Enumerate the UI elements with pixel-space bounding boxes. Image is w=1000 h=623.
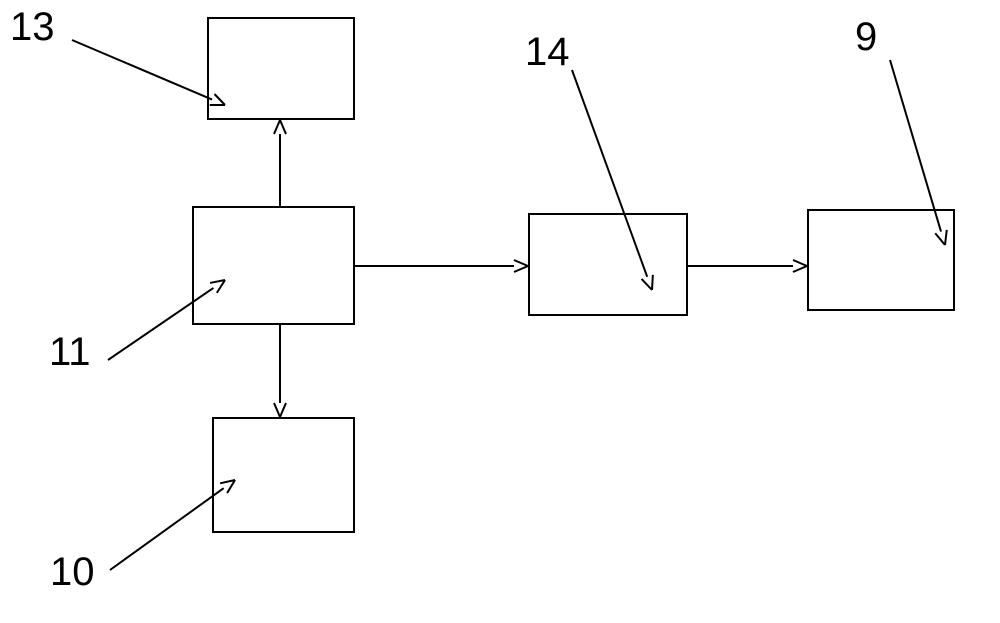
label-14: 14 [525, 30, 570, 75]
diagram-canvas: 13 11 10 14 9 [0, 0, 1000, 623]
label-10: 10 [50, 550, 95, 595]
label-11: 11 [49, 330, 91, 375]
block-13 [207, 17, 355, 120]
label-13: 13 [10, 5, 55, 50]
block-11 [192, 206, 355, 325]
block-10 [212, 417, 355, 533]
block-14 [528, 213, 688, 316]
arrows-layer [0, 0, 1000, 623]
block-9 [807, 209, 955, 311]
label-9: 9 [855, 15, 877, 60]
